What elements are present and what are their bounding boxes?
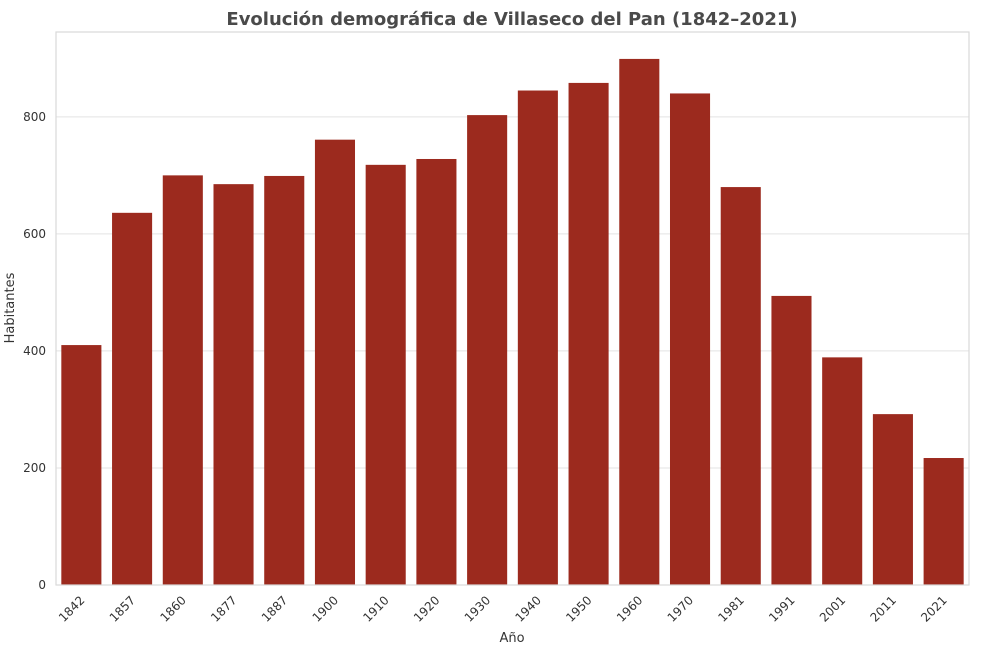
bar-2021 bbox=[923, 458, 964, 585]
y-tick-label: 600 bbox=[23, 227, 46, 241]
x-tick-label: 1900 bbox=[310, 593, 341, 624]
x-tick-label: 1960 bbox=[614, 593, 645, 624]
bar-1940 bbox=[517, 90, 558, 585]
x-tick-label: 1970 bbox=[665, 593, 696, 624]
x-tick-label: 2021 bbox=[918, 593, 949, 624]
x-tick-label: 2001 bbox=[817, 593, 848, 624]
x-tick-label: 1950 bbox=[563, 593, 594, 624]
bar-2011 bbox=[872, 414, 913, 585]
x-tick-label: 1981 bbox=[715, 593, 746, 624]
bar-2001 bbox=[822, 357, 863, 585]
x-tick-label: 1920 bbox=[411, 593, 442, 624]
bar-1950 bbox=[568, 82, 609, 586]
x-tick-label: 1857 bbox=[107, 593, 138, 624]
chart-title: Evolución demográfica de Villaseco del P… bbox=[226, 9, 797, 30]
bar-1842 bbox=[61, 345, 102, 585]
y-tick-label: 200 bbox=[23, 461, 46, 475]
bar-1877 bbox=[213, 184, 254, 586]
y-tick-label: 400 bbox=[23, 344, 46, 358]
bar-1991 bbox=[771, 295, 812, 585]
x-tick-label: 1887 bbox=[259, 593, 290, 624]
x-tick-label: 1860 bbox=[157, 593, 188, 624]
x-tick-label: 1991 bbox=[766, 593, 797, 624]
x-axis-label: Año bbox=[499, 631, 524, 646]
y-tick-label: 800 bbox=[23, 110, 46, 124]
bar-1960 bbox=[619, 58, 660, 585]
x-tick-label: 1877 bbox=[208, 593, 239, 624]
bar-1857 bbox=[112, 212, 153, 586]
bar-1920 bbox=[416, 158, 457, 586]
y-axis-label: Habitantes bbox=[3, 272, 18, 343]
y-tick-label: 0 bbox=[38, 578, 46, 592]
bar-1981 bbox=[720, 187, 761, 585]
x-tick-label: 1842 bbox=[56, 593, 87, 624]
x-axis-ticks: 1842 1857 1860 1877 1887 1900 1910 1920 1930 1940… bbox=[56, 593, 950, 624]
bars bbox=[61, 58, 964, 586]
bar-1900 bbox=[314, 139, 356, 585]
y-axis-ticks: 0 200 400 600 800 bbox=[23, 110, 46, 592]
bar-1970 bbox=[669, 93, 711, 585]
plot-frame bbox=[55, 31, 970, 586]
x-tick-label: 1910 bbox=[360, 593, 391, 624]
x-tick-label: 2011 bbox=[868, 593, 899, 624]
bar-1910 bbox=[365, 164, 406, 585]
bar-1860 bbox=[162, 175, 203, 586]
x-tick-label: 1930 bbox=[462, 593, 493, 624]
bar-1887 bbox=[264, 175, 305, 585]
x-tick-label: 1940 bbox=[512, 593, 543, 624]
bar-1930 bbox=[467, 115, 508, 585]
